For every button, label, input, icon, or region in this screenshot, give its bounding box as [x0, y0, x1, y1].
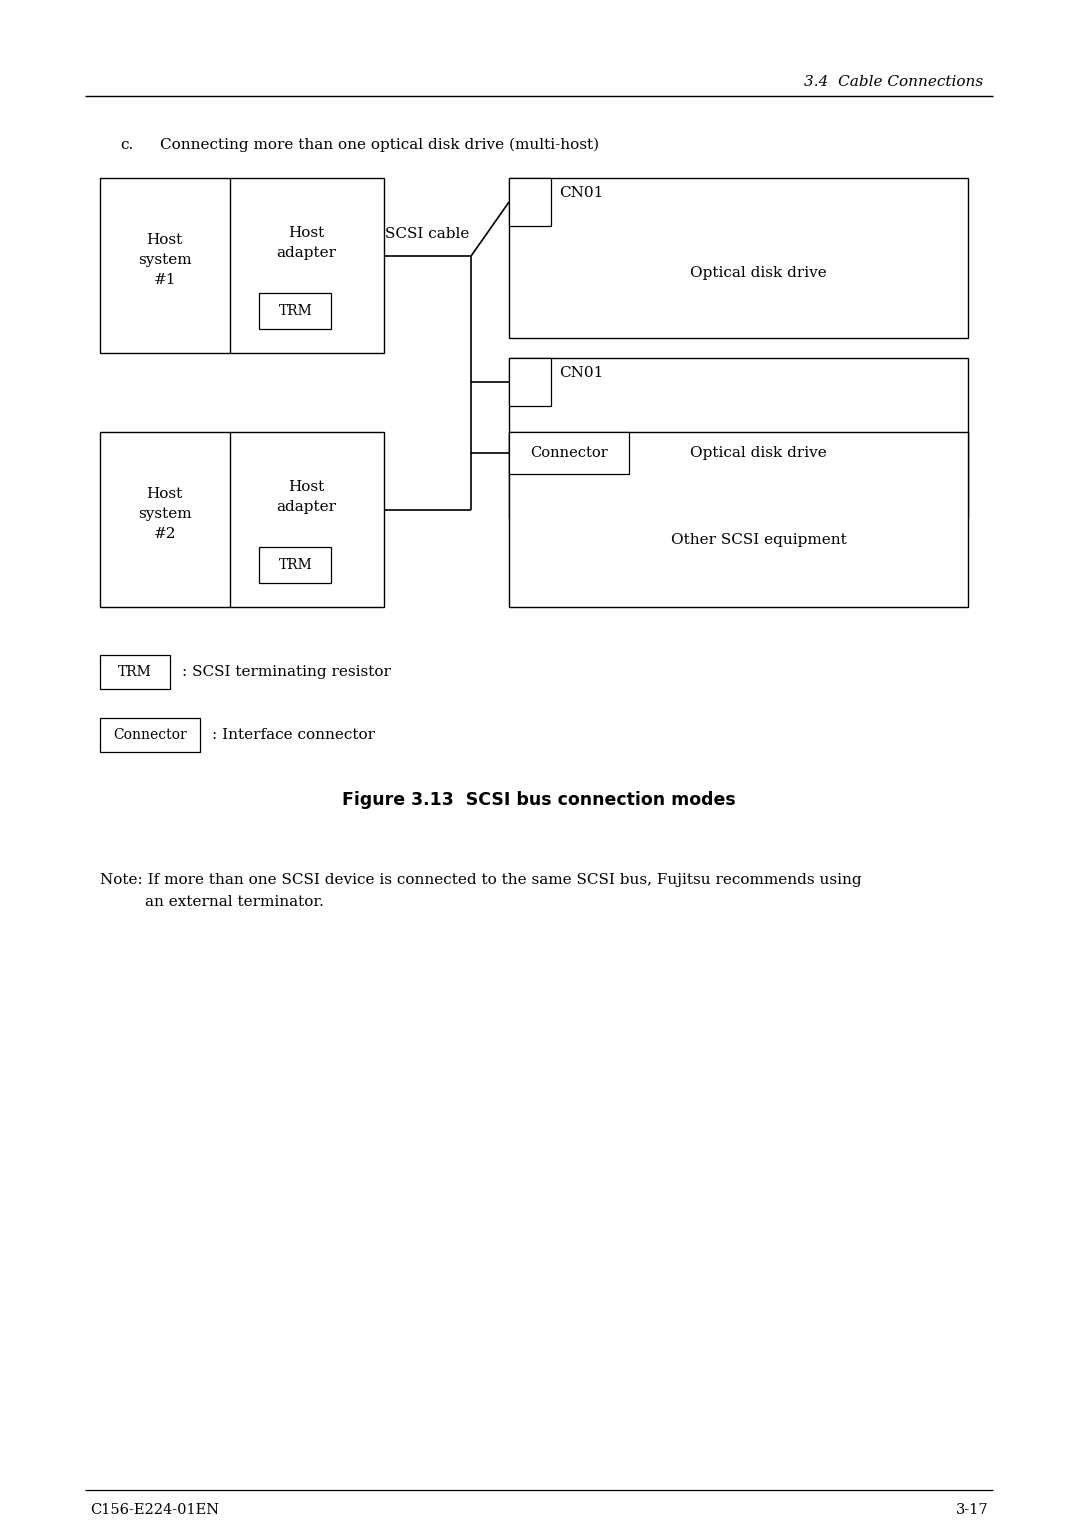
Text: Figure 3.13  SCSI bus connection modes: Figure 3.13 SCSI bus connection modes: [342, 792, 735, 808]
Bar: [509, 177, 968, 338]
Text: adapter: adapter: [276, 246, 336, 260]
Text: Connector: Connector: [112, 727, 187, 743]
Text: Host: Host: [288, 226, 324, 240]
Bar: [509, 432, 629, 474]
Text: Connecting more than one optical disk drive (multi-host): Connecting more than one optical disk dr…: [160, 138, 598, 153]
Bar: [99, 656, 170, 689]
Text: CN01: CN01: [558, 367, 604, 380]
Bar: [99, 432, 384, 607]
Bar: [99, 177, 384, 353]
Text: adapter: adapter: [276, 500, 336, 513]
Text: 3-17: 3-17: [956, 1504, 988, 1517]
Text: #2: #2: [153, 527, 176, 541]
Text: 3.4  Cable Connections: 3.4 Cable Connections: [804, 75, 983, 89]
Text: system: system: [138, 254, 191, 267]
Text: Connector: Connector: [530, 446, 608, 460]
Text: TRM: TRM: [279, 304, 312, 318]
Text: : SCSI terminating resistor: : SCSI terminating resistor: [181, 665, 391, 678]
Text: TRM: TRM: [279, 558, 312, 571]
Text: C156-E224-01EN: C156-E224-01EN: [90, 1504, 219, 1517]
Text: Optical disk drive: Optical disk drive: [690, 446, 827, 460]
Bar: [259, 547, 332, 584]
Text: Other SCSI equipment: Other SCSI equipment: [671, 532, 847, 547]
Text: #1: #1: [153, 274, 176, 287]
Text: an external terminator.: an external terminator.: [145, 895, 324, 909]
Bar: [509, 358, 968, 518]
Text: : Interface connector: : Interface connector: [212, 727, 375, 743]
Text: Host: Host: [147, 487, 183, 501]
Text: Host: Host: [288, 480, 324, 494]
Text: Host: Host: [147, 232, 183, 248]
Bar: [99, 718, 200, 752]
Bar: [509, 358, 551, 406]
Bar: [509, 177, 551, 226]
Text: CN01: CN01: [558, 186, 604, 200]
Text: c.: c.: [120, 138, 133, 151]
Text: TRM: TRM: [118, 665, 151, 678]
Text: Note: If more than one SCSI device is connected to the same SCSI bus, Fujitsu re: Note: If more than one SCSI device is co…: [99, 872, 862, 886]
Text: system: system: [138, 507, 191, 521]
Bar: [259, 293, 332, 329]
Text: Optical disk drive: Optical disk drive: [690, 266, 827, 280]
Bar: [509, 432, 968, 607]
Text: SCSI cable: SCSI cable: [384, 228, 470, 241]
